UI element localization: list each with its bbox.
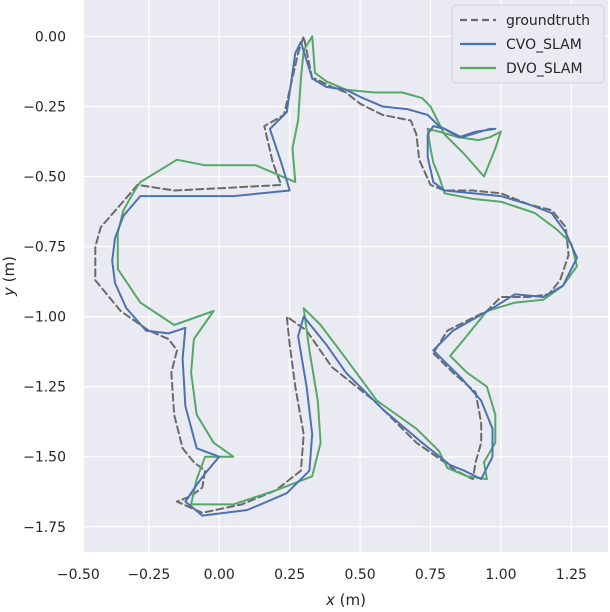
x-tick-label: −0.50 [57,567,100,583]
x-axis-unit: (m) [335,591,366,608]
legend-box [451,4,605,84]
y-axis-unit: (m) [0,256,18,287]
x-tick-label: −0.25 [127,567,170,583]
y-tick-label: −1.50 [23,450,66,466]
x-tick-label: 0.25 [274,567,305,583]
series-lines [94,35,578,517]
legend-label-groundtruth: groundtruth [506,13,590,29]
y-tick-label: 0.00 [35,29,66,45]
x-tick-label: 0.00 [204,567,235,583]
x-tick-label: 0.75 [415,567,446,583]
x-tick-label: 1.00 [485,567,516,583]
y-axis-variable: y [0,286,18,297]
x-tick-label: 0.50 [345,567,376,583]
grid [77,0,608,552]
series-line-cvo [111,41,578,517]
legend-label-cvo: CVO_SLAM [506,37,582,53]
x-axis-variable: x [325,591,335,608]
x-tick-label: 1.25 [556,567,587,583]
y-tick-label: −1.25 [23,380,66,396]
y-tick-label: −0.50 [23,170,66,186]
legend-label-dvo: DVO_SLAM [506,61,583,77]
legend: groundtruth CVO_SLAM DVO_SLAM [451,4,605,84]
y-tick-label: −0.75 [23,240,66,256]
y-tick-label: −1.75 [23,520,66,536]
y-tick-label: −0.25 [23,99,66,115]
tick-labels: −0.50 −0.25 0.00 0.25 0.50 0.75 1.00 1.25 0.00 −0… [23,29,587,583]
y-axis-label: y (m) [0,256,18,297]
x-axis-label: x (m) [325,591,366,608]
y-tick-label: −1.00 [23,310,66,326]
